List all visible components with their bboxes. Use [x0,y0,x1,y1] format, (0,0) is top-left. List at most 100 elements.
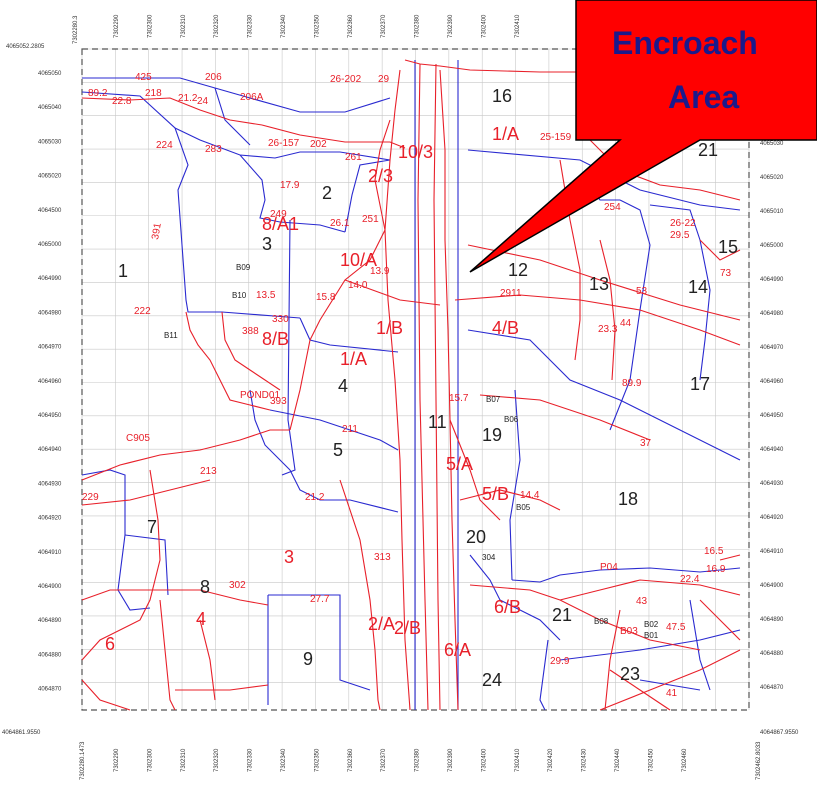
axis-tick-label: 7302460 [682,748,688,772]
plot-label: 10/A [340,250,377,270]
plot-label: 29 [378,74,390,85]
axis-tick-label: 7302350 [314,14,320,38]
axis-tick-label: 7302380 [415,14,421,38]
parcel-label: 7 [147,517,157,537]
plot-label: 26.1 [330,218,350,229]
plot-label: POND01 [240,390,280,401]
corner-bottom-right-y: 4064867.9550 [760,730,799,736]
bottom-axis-labels: 7302290 7302300 7302310 7302320 7302330 73023… [114,748,688,772]
plot-label: 73 [720,268,732,279]
callout-line-2: Area [668,79,739,115]
plot-label: 261 [345,152,362,163]
axis-tick-label: 4065010 [760,209,784,215]
axis-tick-label: 7302350 [314,748,320,772]
axis-tick-label: 4064940 [760,447,784,453]
parcel-label: 20 [466,527,486,547]
plot-label: 5/A [446,454,473,474]
parcel-label: 13 [589,274,609,294]
axis-tick-label: 4065000 [38,242,62,248]
plot-label: 2/3 [368,166,393,186]
blue-boundaries [81,60,741,711]
axis-tick-label: 4064890 [38,618,62,624]
left-axis-labels: 4065050 4065040 4065030 4065020 4064500 40650… [38,71,62,693]
plot-label: 22.8 [112,96,132,107]
parcel-label: 24 [482,670,502,690]
building-label: B11 [164,331,178,340]
axis-tick-label: 4065030 [760,141,784,147]
axis-tick-label: 7302390 [448,14,454,38]
axis-tick-label: 4064910 [38,550,62,556]
callout-line-1: Encroach [612,25,758,61]
plot-label: 222 [134,306,151,317]
axis-tick-label: 7302300 [147,748,153,772]
axis-tick-label: 4064880 [38,652,62,658]
axis-tick-label: 4064960 [38,379,62,385]
plot-label: 16.5 [704,546,724,557]
axis-tick-label: 7302320 [214,14,220,38]
plot-label: 37 [640,438,652,449]
plot-label: 2911 [500,288,522,299]
axis-tick-label: 4064980 [760,311,784,317]
plot-label: 15.7 [449,393,469,404]
plot-label: 313 [374,552,391,563]
axis-tick-label: 7302340 [281,14,287,38]
building-label: B07 [486,395,501,404]
red-boundaries [81,59,741,711]
axis-tick-label: 4065000 [760,243,784,249]
axis-tick-label: 7302370 [381,748,387,772]
parcel-label: 9 [303,649,313,669]
axis-tick-label: 4064990 [760,277,784,283]
plot-label: B03 [620,626,638,637]
parcel-label: 4 [196,609,206,629]
plot-label: 25-159 [540,132,572,143]
axis-tick-label: 7302330 [248,14,254,38]
plot-label: 29.9 [550,656,570,667]
axis-tick-label: 7302370 [381,14,387,38]
parcel-label: 8 [200,577,210,597]
plot-label: 15.8 [316,292,336,303]
building-label: B01 [644,631,659,640]
plot-label: 4/B [492,318,519,338]
axis-tick-label: 4064930 [760,481,784,487]
plot-label: 26-157 [268,138,300,149]
plot-label: 44 [620,318,632,329]
parcel-label: 15 [718,237,738,257]
plot-label: 23.3 [598,324,618,335]
plot-label: 26-22 [670,218,696,229]
building-label: 304 [482,553,496,562]
axis-tick-label: 7302450 [648,748,654,772]
corner-bottom-right-x: 7302462.8033 [756,741,762,780]
building-labels: B09 B10 B11 B07 B06 B05 B08 B02 B01 304 [164,263,659,640]
plot-label: 13.9 [370,266,390,277]
axis-tick-label: 4064960 [760,379,784,385]
plot-label: 206A [240,92,264,103]
axis-tick-label: 4065020 [38,174,62,180]
parcel-label: 2 [322,183,332,203]
plot-label: 202 [310,139,327,150]
axis-tick-label: 7302400 [481,748,487,772]
axis-tick-label: 4064950 [760,413,784,419]
plot-label: 22.4 [680,574,700,585]
plot-label: 206 [205,72,222,83]
axis-tick-label: 4064870 [38,687,62,693]
axis-tick-label: 4064880 [760,651,784,657]
plot-label: 26-202 [330,74,362,85]
plot-label: 388 [242,326,259,337]
parcel-label: 1 [118,261,128,281]
axis-tick-label: 4064980 [38,310,62,316]
building-label: B02 [644,620,659,629]
axis-tick-label: 4064910 [760,549,784,555]
plot-label: 10/3 [398,142,433,162]
plot-label: 21.2 [178,93,198,104]
plot-label: 89.9 [622,378,642,389]
plot-label: 8/B [262,329,289,349]
parcel-numbers: 16 2 3 1 12 13 14 15 17 4 5 18 19 20 21 … [105,86,738,690]
axis-tick-label: 4064870 [760,685,784,691]
axis-tick-label: 7302290 [114,14,120,38]
top-axis-labels: 7302290 7302300 7302310 7302320 7302330 73023… [114,14,521,38]
plot-label: 13.5 [256,290,276,301]
axis-tick-label: 7302340 [281,748,287,772]
axis-tick-label: 7302400 [481,14,487,38]
axis-tick-label: 7302380 [415,748,421,772]
axis-tick-label: 4064940 [38,447,62,453]
